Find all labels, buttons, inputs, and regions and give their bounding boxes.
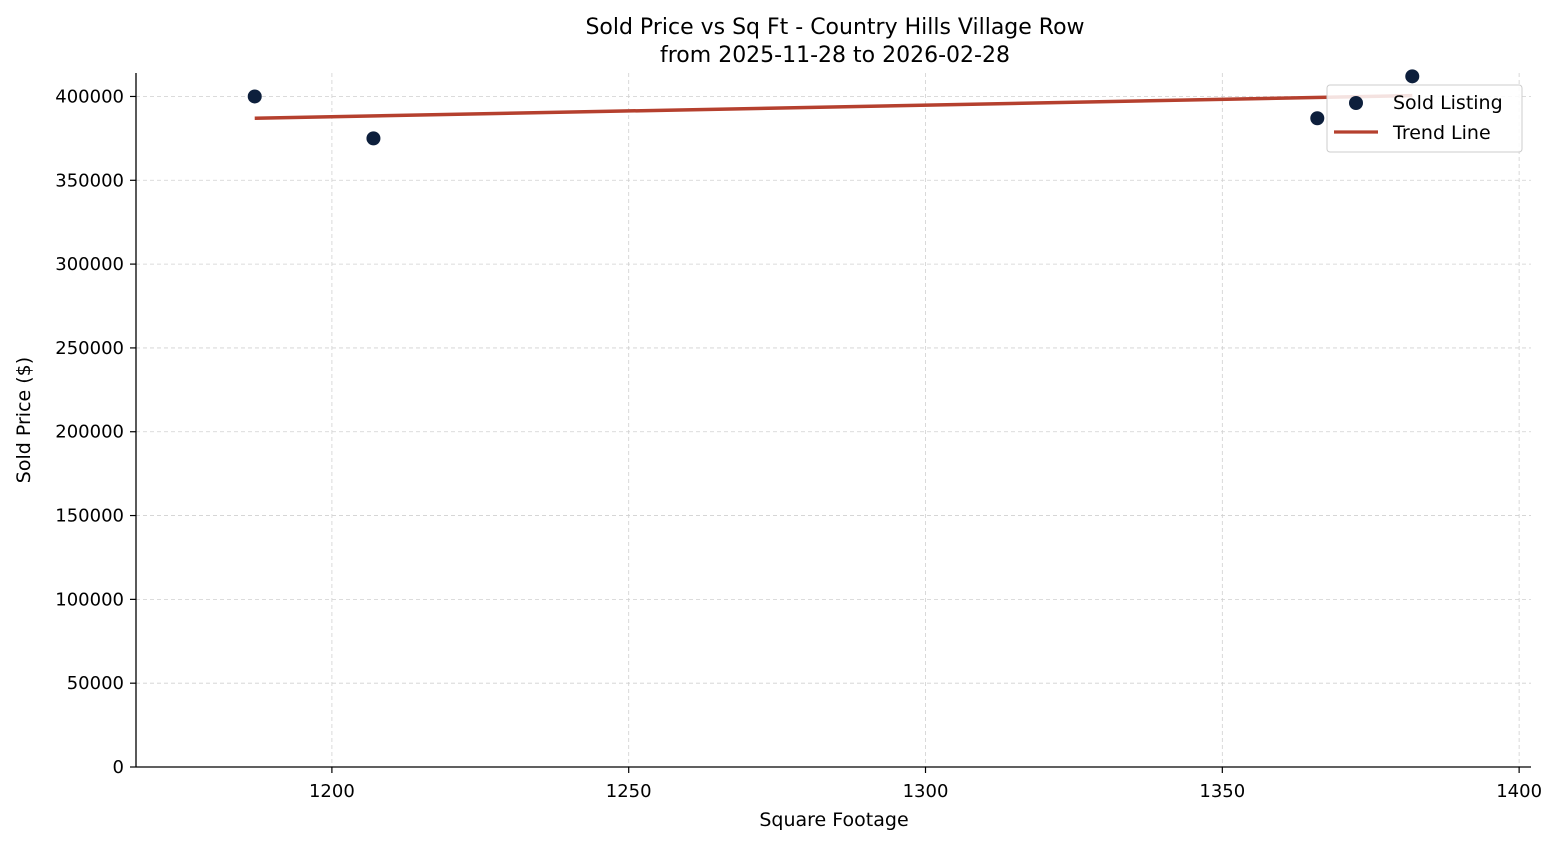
x-tick-label: 1400 xyxy=(1496,781,1542,802)
x-tick-label: 1200 xyxy=(309,781,355,802)
scatter-point xyxy=(1310,111,1325,126)
y-axis-ticks: 0 50000 100000 150000 200000 250000 300000 3500… xyxy=(55,86,136,778)
y-axis-label: Sold Price ($) xyxy=(13,357,35,483)
scatter-point xyxy=(1405,69,1420,84)
legend: Sold Listing Trend Line xyxy=(1326,84,1523,153)
trend-line-group xyxy=(254,93,1413,121)
legend-marker-sold-listing xyxy=(1349,96,1363,110)
grid-lines xyxy=(136,73,1531,768)
y-tick-label: 200000 xyxy=(55,422,124,443)
chart-subtitle: from 2025-11-28 to 2026-02-28 xyxy=(660,43,1010,68)
scatter-points-group xyxy=(247,69,1420,146)
scatter-point xyxy=(366,131,381,146)
y-tick-label: 400000 xyxy=(55,86,124,107)
y-tick-label: 300000 xyxy=(55,254,124,275)
chart-title: Sold Price vs Sq Ft - Country Hills Vill… xyxy=(585,15,1084,40)
y-tick-label: 50000 xyxy=(67,673,124,694)
legend-label-sold-listing: Sold Listing xyxy=(1393,92,1503,114)
x-tick-label: 1350 xyxy=(1199,781,1245,802)
y-tick-label: 150000 xyxy=(55,506,124,527)
y-tick-label: 0 xyxy=(113,757,124,778)
x-tick-label: 1250 xyxy=(606,781,652,802)
x-axis-label: Square Footage xyxy=(759,809,908,831)
y-tick-label: 250000 xyxy=(55,338,124,359)
x-axis-ticks: 1200 1250 1300 1350 1400 xyxy=(309,767,1542,802)
scatter-point xyxy=(247,89,262,104)
trend-line xyxy=(254,93,1413,121)
legend-label-trend-line: Trend Line xyxy=(1392,122,1491,144)
legend-box xyxy=(1326,84,1523,153)
x-tick-label: 1300 xyxy=(903,781,949,802)
y-tick-label: 350000 xyxy=(55,170,124,191)
y-tick-label: 100000 xyxy=(55,589,124,610)
